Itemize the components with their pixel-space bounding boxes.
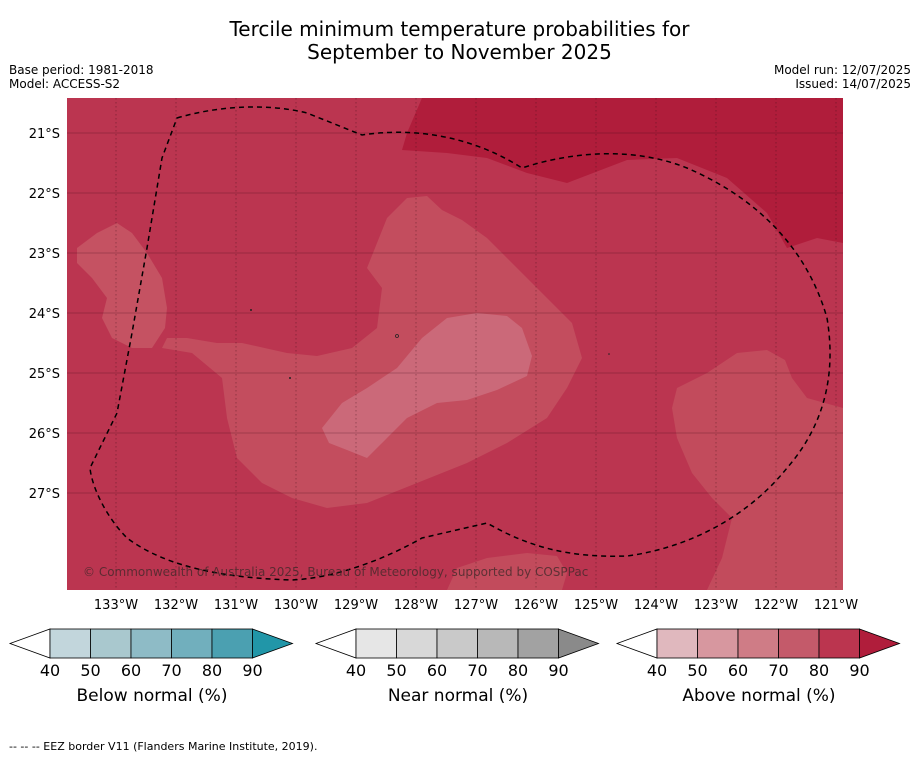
- longitude-label: 131°W: [213, 598, 259, 613]
- longitude-label: 123°W: [693, 598, 739, 613]
- colorbar-tick-label: 50: [80, 661, 100, 680]
- colorbar-tick-label: 40: [647, 661, 667, 680]
- colorbar-tick-label: 70: [161, 661, 181, 680]
- longitude-label: 122°W: [753, 598, 799, 613]
- colorbar: 40 50 60 70 80 90: [8, 628, 294, 680]
- colorbar-segment: [517, 628, 559, 659]
- island: [608, 353, 610, 355]
- probability-map: [67, 98, 843, 590]
- latitude-label: 25°S: [28, 367, 60, 382]
- region-above-70-80-center: [162, 196, 582, 508]
- colorbar-segment: [49, 628, 91, 659]
- colorbar-tick-label: 80: [202, 661, 222, 680]
- latitude-label: 22°S: [28, 187, 60, 202]
- longitude-label: 130°W: [273, 598, 319, 613]
- longitude-label: 129°W: [333, 598, 379, 613]
- colorbar: 40 50 60 70 80 90: [314, 628, 600, 680]
- legend-title: Above normal (%): [682, 686, 836, 706]
- colorbar-segment: [697, 628, 739, 659]
- region-above-70-80-west: [77, 223, 167, 348]
- colorbar-segment: [211, 628, 253, 659]
- colorbar-segment: [130, 628, 172, 659]
- latitude-label: 21°S: [28, 127, 60, 142]
- colorbar-tick-label: 50: [386, 661, 406, 680]
- colorbar-tick-label: 90: [548, 661, 568, 680]
- region-above-90: [402, 98, 843, 248]
- colorbar-tick-label: 40: [346, 661, 366, 680]
- copyright-notice: © Commonwealth of Australia 2025, Bureau…: [83, 565, 589, 579]
- eez-border: [89, 106, 831, 581]
- longitude-label: 124°W: [633, 598, 679, 613]
- colorbar-tick-label: 60: [121, 661, 141, 680]
- latitude-label: 27°S: [28, 487, 60, 502]
- model-name: Model: ACCESS-S2: [9, 77, 121, 91]
- colorbar-tick-label: 60: [427, 661, 447, 680]
- colorbar-tick-label: 40: [40, 661, 60, 680]
- issued-date: Issued: 14/07/2025: [795, 77, 911, 91]
- latitude-lines: [67, 132, 843, 494]
- colorbar-segment: [436, 628, 478, 659]
- latitude-label: 23°S: [28, 247, 60, 262]
- legend-title: Near normal (%): [387, 686, 529, 706]
- colorbar-segment: [737, 628, 779, 659]
- meta-left: Base period: 1981-2018 Model: ACCESS-S2: [9, 63, 154, 91]
- colorbar-segment: [818, 628, 860, 659]
- colorbar-segment: [90, 628, 132, 659]
- colorbar-segment: [396, 628, 438, 659]
- colorbar-segment: [477, 628, 519, 659]
- model-run: Model run: 12/07/2025: [773, 63, 911, 77]
- colorbar: 40 50 60 70 80 90: [615, 628, 901, 680]
- island: [395, 334, 399, 338]
- base-period: Base period: 1981-2018: [9, 63, 154, 77]
- region-above-60-70: [322, 313, 532, 458]
- longitude-label: 133°W: [93, 598, 139, 613]
- longitude-label: 121°W: [813, 598, 859, 613]
- island: [250, 309, 252, 311]
- island: [289, 377, 291, 379]
- colorbar-tick-label: 70: [467, 661, 487, 680]
- colorbar-tick-label: 90: [849, 661, 869, 680]
- colorbar-over-triangle: [252, 628, 294, 659]
- colorbar-segment: [355, 628, 397, 659]
- colorbar-tick-label: 80: [508, 661, 528, 680]
- longitude-label: 126°W: [513, 598, 559, 613]
- colorbar-tick-label: 60: [728, 661, 748, 680]
- region-above-70-80-south: [447, 553, 567, 590]
- longitude-label: 132°W: [153, 598, 199, 613]
- colorbar-segment: [778, 628, 820, 659]
- meta-right: Model run: 12/07/2025 Issued: 14/07/2025: [774, 63, 911, 91]
- colorbar-under-triangle: [8, 628, 51, 659]
- title-line-1: Tercile minimum temperature probabilitie…: [229, 17, 690, 41]
- colorbar-legends: 40 50 60 70 80 90 40 50 60 70 80 90 40 50 60 70 80 90: [8, 628, 901, 680]
- colorbar-tick-label: 90: [242, 661, 262, 680]
- colorbar-segment: [171, 628, 213, 659]
- colorbar-under-triangle: [615, 628, 658, 659]
- map-title: Tercile minimum temperature probabilitie…: [0, 18, 919, 64]
- longitude-label: 125°W: [573, 598, 619, 613]
- region-above-70-80-southeast: [672, 350, 843, 590]
- colorbar-segment: [656, 628, 698, 659]
- colorbar-tick-label: 80: [809, 661, 829, 680]
- longitude-label: 127°W: [453, 598, 499, 613]
- eez-footnote: -- -- -- EEZ border V11 (Flanders Marine…: [9, 740, 318, 753]
- legend-title: Below normal (%): [76, 686, 228, 706]
- colorbar-over-triangle: [558, 628, 600, 659]
- latitude-label: 24°S: [28, 307, 60, 322]
- title-line-2: September to November 2025: [307, 40, 612, 64]
- latitude-label: 26°S: [28, 427, 60, 442]
- longitude-label: 128°W: [393, 598, 439, 613]
- colorbar-over-triangle: [859, 628, 901, 659]
- colorbar-under-triangle: [314, 628, 357, 659]
- colorbar-tick-label: 50: [687, 661, 707, 680]
- colorbar-tick-label: 70: [768, 661, 788, 680]
